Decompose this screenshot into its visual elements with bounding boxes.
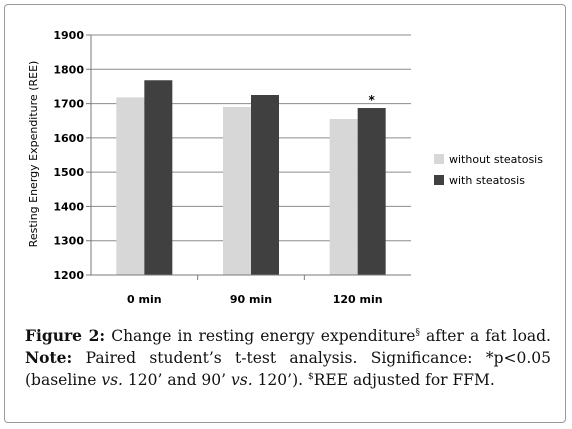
x-tick-label: 0 min (127, 293, 162, 305)
note-label: Note: (25, 348, 73, 367)
y-tick-labels: 1200 1300 1400 1500 1600 1700 1800 1900 (53, 29, 84, 282)
note-text-3: 120’). (252, 371, 308, 389)
y-tick-label: 1800 (53, 63, 84, 76)
figure-frame: 1200 1300 1400 1500 1600 1700 1800 1900 0 min 90… (4, 4, 566, 423)
x-tick-label: 90 min (230, 293, 272, 305)
note-sup-dollar: $ (307, 371, 314, 382)
figure-label: Figure 2: (25, 326, 106, 345)
bar-without-steatosis-0-min (116, 97, 145, 276)
annotations: * (369, 93, 376, 107)
note-vs-1: vs. (101, 371, 123, 389)
note-text-4: REE adjusted for FFM. (313, 371, 495, 389)
y-tick-label: 1400 (53, 200, 84, 213)
x-tick-label: 120 min (333, 293, 383, 305)
y-tick-label: 1200 (53, 269, 84, 282)
caption-text: Change in resting energy expenditure (105, 327, 416, 345)
legend-swatch-with-steatosis (434, 175, 444, 185)
figure-caption: Figure 2: Change in resting energy expen… (25, 325, 551, 391)
legend-swatch-without-steatosis (434, 154, 444, 164)
bars (116, 80, 386, 276)
bar-with-steatosis-120-min (357, 108, 386, 276)
bar-chart: 1200 1300 1400 1500 1600 1700 1800 1900 0 min 90… (27, 29, 543, 305)
caption-sup-section: § (415, 327, 420, 338)
significance-marker: * (369, 93, 376, 107)
y-tick-label: 1700 (53, 98, 84, 111)
legend-label-without-steatosis: without steatosis (449, 153, 543, 166)
bar-without-steatosis-120-min (329, 119, 358, 275)
y-tick-label: 1300 (53, 235, 84, 248)
y-tick-label: 1600 (53, 132, 84, 145)
note-vs-2: vs. (231, 371, 253, 389)
y-tick-label: 1500 (53, 166, 84, 179)
x-tick-labels: 0 min 90 min 120 min (127, 293, 383, 305)
y-axis-label: Resting Energy Expenditure (REE) (27, 61, 40, 248)
legend-label-with-steatosis: with steatosis (449, 174, 525, 187)
bar-without-steatosis-90-min (223, 107, 251, 275)
note-text-1: Paired student’s t-test analysis. Signif… (25, 349, 551, 389)
bar-with-steatosis-0-min (144, 80, 173, 275)
y-tick-label: 1900 (53, 29, 84, 42)
caption-text-end: after a fat load. (419, 327, 551, 345)
axes (86, 34, 411, 280)
bar-with-steatosis-90-min (251, 95, 279, 275)
note-text-2: 120’ and 90’ (122, 371, 231, 389)
legend: without steatosis with steatosis (434, 153, 543, 187)
